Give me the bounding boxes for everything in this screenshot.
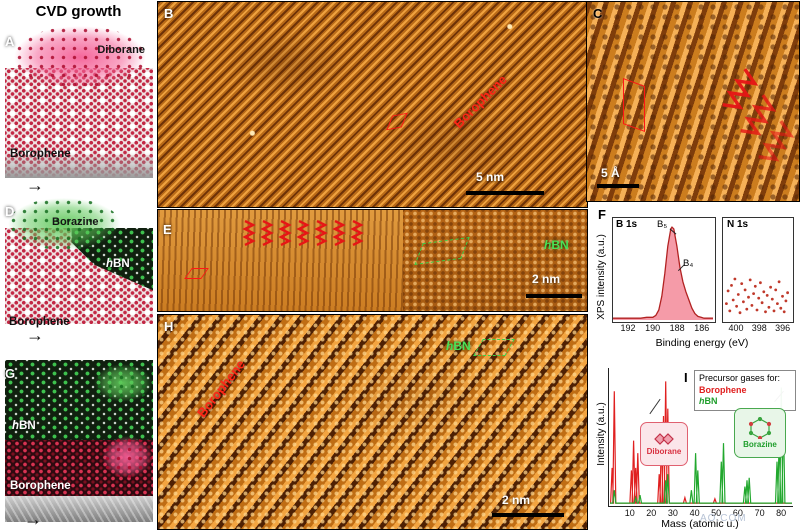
diborane-molecule-icon — [654, 433, 674, 445]
borophene-model-label-a: Borophene — [10, 148, 71, 160]
panel-i-letter: I — [684, 370, 688, 385]
scalebar-label-e: 2 nm — [532, 272, 561, 286]
n1s-x-ticks: 400 398 396 — [728, 323, 791, 333]
watermark: AO.COM — [700, 513, 747, 524]
xps-b1s-plot: B 1s B₅ B₄ — [612, 217, 716, 323]
legend-title: Precursor gases for: — [699, 373, 781, 383]
scalebar-label-h: 2 nm — [502, 493, 531, 507]
borophene-region-e — [158, 210, 403, 311]
panel-g-letter: G — [5, 366, 16, 381]
scalebar-label-c: 5 Å — [601, 166, 620, 180]
panel-f-letter: F — [598, 207, 606, 222]
diborane-gas-label: Diborane — [97, 44, 145, 56]
panel-g-model: G hBN Borophene → — [2, 350, 155, 528]
xps-n1s-plot: N 1s — [722, 217, 794, 323]
zigzag-chain-icon — [314, 220, 328, 246]
diborane-cloud-g — [102, 436, 152, 478]
legend-box: Precursor gases for: Borophene hBN — [694, 370, 796, 412]
b1s-title: B 1s — [616, 219, 638, 230]
substrate-fade-a — [5, 152, 153, 178]
borazine-gas-label: Borazine — [52, 216, 99, 228]
unit-cell-outline-b — [386, 112, 408, 131]
zigzag-chain-icon — [242, 220, 256, 246]
xps-y-axis-label: XPS intensity (a.u.) — [596, 234, 607, 320]
borophene-annotation-h: Borophene — [194, 356, 249, 421]
borazine-cloud-g — [94, 364, 152, 402]
mass-spectrum-plot — [608, 368, 793, 507]
scalebar-e — [526, 294, 582, 298]
panel-e-stm-boundary: E hBN 2 nm — [157, 209, 588, 312]
diborane-gas-cloud — [14, 26, 146, 88]
mass-spectrum-traces — [610, 381, 792, 504]
panel-b-stm-borophene: B Borophene 5 nm — [157, 1, 588, 208]
scalebar-b — [466, 191, 544, 195]
xps-n1s-scatter — [725, 277, 789, 315]
b4-peak-label: B₄ — [683, 258, 694, 269]
panel-d-model: Borazine D hBN Borophene → → — [2, 198, 155, 344]
panel-d-letter: D — [5, 204, 15, 219]
hbn-annotation-h: hBN — [446, 339, 471, 353]
zigzag-chain-icon — [332, 220, 346, 246]
borazine-inset-box: Borazine — [734, 408, 786, 458]
substrate-slab-g — [5, 496, 153, 522]
panel-b-letter: B — [164, 6, 174, 21]
borazine-inset-label: Borazine — [743, 440, 777, 449]
zigzag-chain-icon — [296, 220, 310, 246]
borophene-annotation-b: Borophene — [450, 71, 510, 132]
legend-borophene: Borophene — [699, 384, 747, 395]
panel-a-model: Diborane A Borophene → — [2, 24, 155, 198]
mass-y-axis-label: Intensity (a.u.) — [596, 402, 607, 466]
mass-x-axis-label: Mass (atomic u.) — [661, 518, 739, 530]
cvd-growth-title: CVD growth — [35, 3, 122, 20]
flow-arrow-d-side-icon: → — [140, 247, 155, 264]
flow-arrow-g-icon: → — [24, 509, 42, 528]
flow-arrow-d-icon: → — [26, 325, 44, 344]
panel-e-letter: E — [163, 222, 172, 237]
scalebar-label-b: 5 nm — [476, 170, 505, 184]
diborane-inset-box: Diborane — [640, 422, 688, 466]
panel-a-letter: A — [5, 34, 15, 49]
n1s-title: N 1s — [727, 219, 749, 230]
hbn-model-label-d: hBN — [106, 258, 130, 270]
zigzag-chain-icon — [278, 220, 292, 246]
xps-b1s-curve — [613, 226, 713, 320]
panel-h-letter: H — [164, 319, 174, 334]
xps-x-axis-label: Binding energy (eV) — [655, 337, 749, 349]
b5-peak-label: B₅ — [657, 219, 668, 230]
borazine-gas-cloud — [8, 198, 120, 250]
zigzag-chain-icon — [260, 220, 274, 246]
panel-f-xps: F XPS intensity (a.u.) B 1s B₅ B₄ 192 190… — [588, 207, 798, 357]
legend-hbn: hBN — [699, 396, 718, 407]
borophene-model-label-d: Borophene — [9, 316, 70, 328]
unit-cell-outline-c — [623, 77, 645, 133]
flow-arrow-a-icon: → — [26, 175, 44, 195]
mass-x-ticks: 10 20 30 40 50 60 70 80 — [624, 508, 787, 518]
b1s-x-ticks: 192 190 188 186 — [620, 323, 710, 333]
zigzag-chain-icon — [758, 120, 795, 162]
zigzag-chain-icon — [740, 94, 777, 136]
zigzag-chain-icon — [722, 68, 759, 110]
hbn-unit-cell-outline-h — [473, 339, 515, 356]
scalebar-h — [492, 513, 564, 517]
diborane-inset-label: Diborane — [646, 447, 682, 456]
panel-c-letter: C — [593, 6, 603, 21]
hbn-model-label-g: hBN — [12, 420, 36, 432]
zigzag-chain-icon — [350, 220, 364, 246]
scalebar-c — [597, 184, 639, 188]
hbn-annotation-e: hBN — [544, 238, 569, 252]
borazine-molecule-icon — [748, 417, 772, 439]
borophene-model-label-g: Borophene — [10, 480, 71, 492]
panel-h-stm-heterostructure: H Borophene hBN 2 nm — [157, 314, 588, 530]
panel-c-stm-zoom: C 5 Å — [586, 1, 800, 202]
panel-i-mass-spectrum: I Intensity (a.u.) Precursor gases for: … — [588, 358, 798, 530]
